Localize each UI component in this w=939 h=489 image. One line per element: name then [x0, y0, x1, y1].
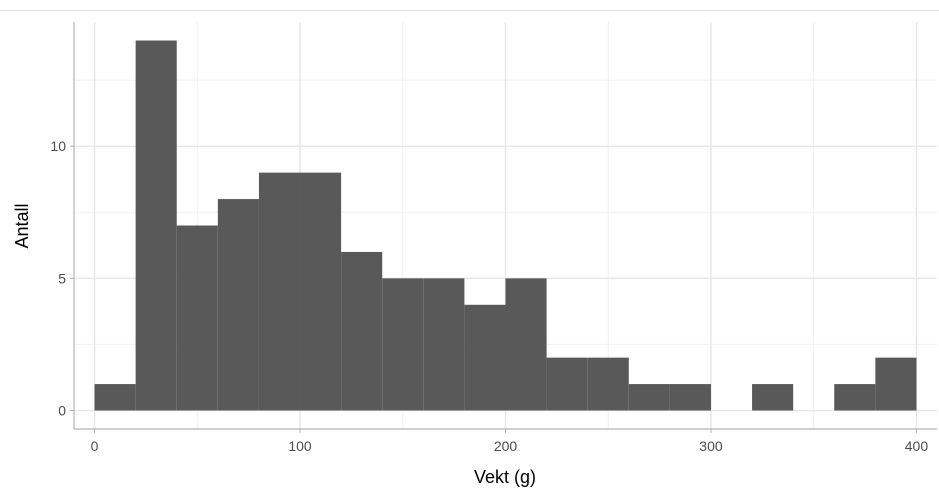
histogram-bar — [258, 172, 301, 411]
histogram-bar — [341, 251, 383, 411]
histogram-bar — [382, 278, 424, 411]
histogram-bar — [587, 357, 629, 411]
y-tick-label: 10 — [50, 138, 66, 154]
histogram-bar — [94, 384, 136, 411]
y-tick-label: 5 — [58, 270, 66, 286]
histogram-bar — [135, 40, 177, 411]
x-tick-label: 0 — [91, 438, 99, 454]
histogram-bar — [546, 357, 588, 411]
histogram-bar — [628, 384, 670, 411]
y-axis-ticks: 0 5 10 — [50, 138, 74, 419]
x-axis-title: Vekt (g) — [474, 467, 536, 487]
x-axis-ticks: 0 100 200 300 400 — [91, 429, 929, 454]
y-axis-title: Antall — [12, 203, 32, 248]
histogram-bar — [875, 357, 917, 411]
x-tick-label: 100 — [288, 438, 312, 454]
histogram-bar — [464, 304, 506, 411]
histogram-bar — [834, 384, 876, 411]
histogram-bar — [176, 225, 218, 411]
y-tick-label: 0 — [58, 403, 66, 419]
x-tick-label: 400 — [905, 438, 929, 454]
x-tick-label: 200 — [494, 438, 518, 454]
histogram-bar — [300, 172, 342, 411]
histogram-bar — [669, 384, 711, 411]
histogram-bar — [752, 384, 794, 411]
histogram-bar — [217, 199, 259, 411]
histogram-bar — [505, 278, 547, 411]
x-tick-label: 300 — [699, 438, 723, 454]
histogram-bar — [423, 278, 465, 411]
